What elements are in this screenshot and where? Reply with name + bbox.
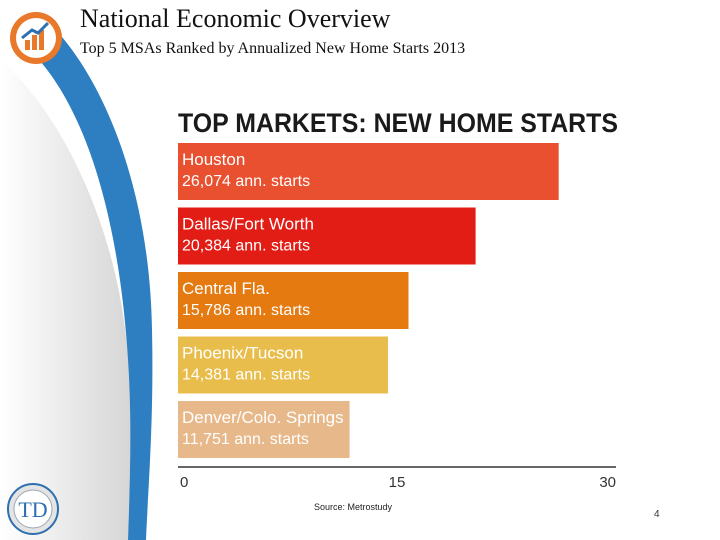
- x-tick-label: 0: [180, 474, 188, 491]
- x-tick-label: 15: [389, 474, 406, 491]
- company-logo-icon: TD: [7, 483, 59, 535]
- page-number: 4: [654, 509, 660, 520]
- bar-chart: TOP MARKETS: NEW HOME STARTS Houston 26,0…: [178, 108, 618, 491]
- bar-category-label: Houston: [182, 150, 245, 169]
- source-note: Source: Metrostudy: [314, 502, 393, 512]
- slide-subtitle: Top 5 MSAs Ranked by Annualized New Home…: [80, 40, 466, 57]
- chart-logo-icon: [10, 12, 62, 64]
- x-tick-label: 30: [599, 474, 616, 491]
- bar-category-label: Phoenix/Tucson: [182, 344, 303, 363]
- bar-category-label: Denver/Colo. Springs: [182, 408, 344, 427]
- bar-value-label: 11,751 ann. starts: [182, 431, 309, 448]
- bar-category-label: Dallas/Fort Worth: [182, 215, 314, 234]
- bar-value-label: 15,786 ann. starts: [182, 302, 310, 319]
- bar-houston: [178, 143, 559, 200]
- chart-title: TOP MARKETS: NEW HOME STARTS: [178, 108, 618, 138]
- x-axis-ticks: 0 15 30: [180, 474, 616, 491]
- bar-value-label: 14,381 ann. starts: [182, 367, 310, 384]
- bar-dallas-fort-worth: [178, 207, 476, 265]
- bar-value-label: 26,074 ann. starts: [182, 173, 310, 190]
- bar-category-label: Central Fla.: [182, 279, 270, 298]
- decorative-swoosh: [0, 30, 153, 540]
- bar-central-fla-: [178, 272, 409, 329]
- logo-text: TD: [18, 497, 47, 522]
- bar-value-label: 20,384 ann. starts: [182, 238, 310, 255]
- bar-denver-colo-springs: [178, 401, 350, 458]
- slide-title: National Economic Overview: [80, 4, 391, 33]
- bar-phoenix-tucson: [178, 336, 388, 394]
- chart-bars: Houston 26,074 ann. starts Dallas/Fort Wor…: [178, 143, 559, 458]
